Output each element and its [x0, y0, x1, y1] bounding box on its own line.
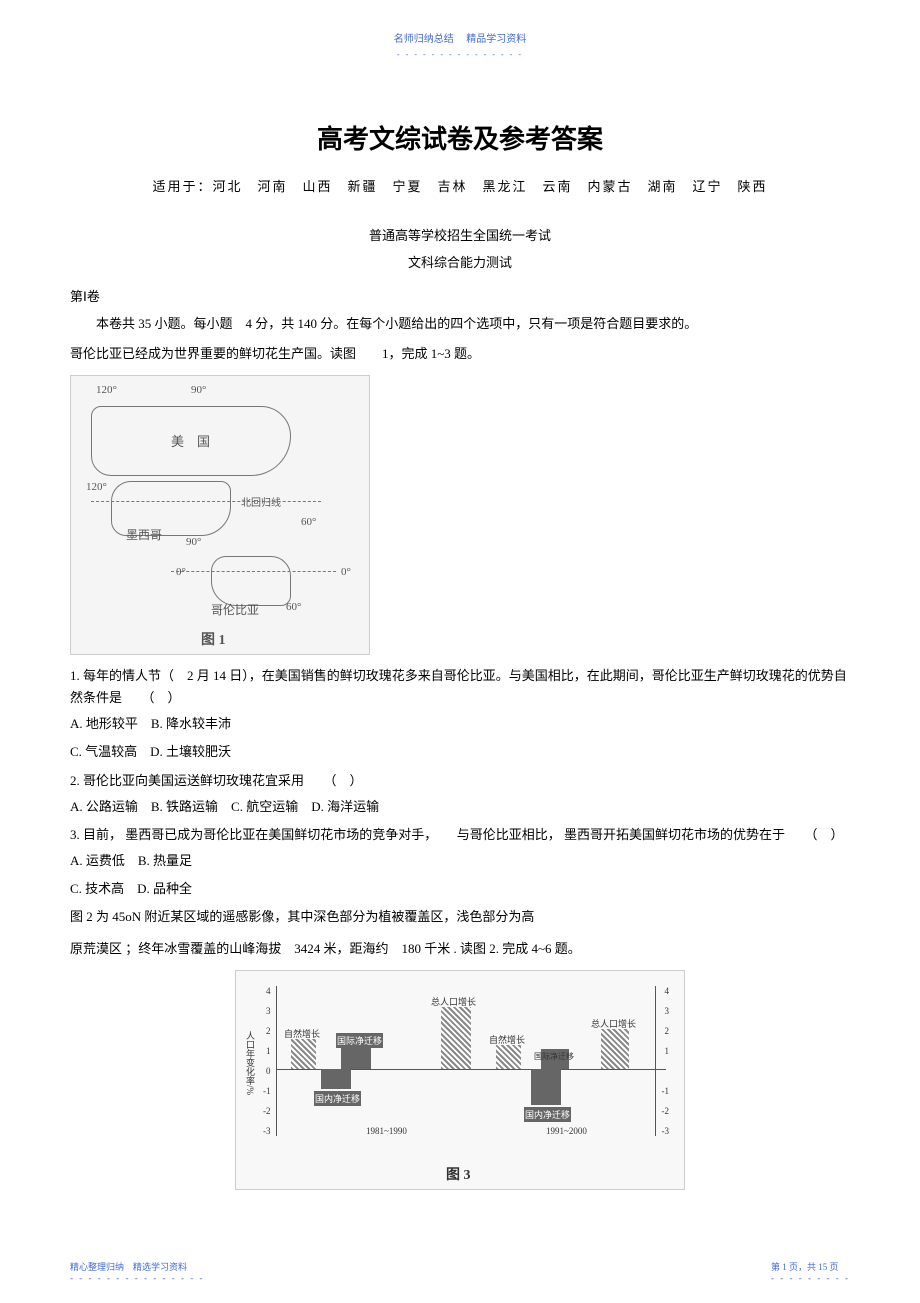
map-co-outline [211, 556, 291, 606]
q2-text: 2. 哥伦比亚向美国运送鲜切玫瑰花宜采用 （ ） [70, 770, 850, 792]
period2: 1991~2000 [546, 1126, 587, 1136]
context1: 哥伦比亚已经成为世界重要的鲜切花生产国。读图 1，完成 1~3 题。 [70, 343, 850, 365]
header-note-right: 精品学习资料 [466, 34, 526, 45]
figure2-container: 人口年变化率/% 4 3 2 1 0 -1 -2 -3 4 3 2 1 -1 -… [70, 970, 850, 1190]
footer: 精心整理归纳 精选学习资料 - - - - - - - - - - - - - … [70, 1260, 850, 1283]
y-axis-label: 人口年变化率/% [244, 1031, 257, 1095]
bar-label: 国内净迁移 [314, 1091, 361, 1106]
q1-opt-b: C. 气温较高 D. 土壤较肥沃 [70, 741, 850, 763]
ytick: -3 [263, 1126, 271, 1136]
ytick-r: 1 [665, 1046, 670, 1056]
bar-label: 总人口增长 [591, 1017, 636, 1030]
lon-label: 120° [96, 384, 117, 396]
footer-right-dashes: - - - - - - - - - [771, 1273, 850, 1283]
bar-natural2 [496, 1045, 521, 1069]
q1-opt-a: A. 地形较平 B. 降水较丰沛 [70, 713, 850, 735]
figure1-map: 120° 90° 美 国 120° 北回归线 墨西哥 60° 90° 0° 0°… [70, 375, 370, 655]
bar-label: 自然增长 [489, 1033, 525, 1046]
figure1-container: 120° 90° 美 国 120° 北回归线 墨西哥 60° 90° 0° 0°… [70, 375, 850, 655]
figure2-caption: 图 3 [446, 1164, 471, 1184]
footer-right: 第 1 页，共 15 页 - - - - - - - - - [771, 1260, 850, 1283]
ytick: -1 [263, 1086, 271, 1096]
header-note-left: 名师归纳总结 [394, 34, 454, 45]
ytick: 1 [266, 1046, 271, 1056]
footer-left-main: 精心整理归纳 精选学习资料 [70, 1260, 204, 1273]
header-dashes: - - - - - - - - - - - - - - - [70, 50, 850, 59]
exam-subtitle: 文科综合能力测试 [70, 252, 850, 271]
country-co: 哥伦比亚 [211, 601, 259, 618]
bar-label: 国际净迁移 [336, 1033, 383, 1048]
ytick: -2 [263, 1106, 271, 1116]
context2: 图 2 为 45oN 附近某区域的遥感影像，其中深色部分为植被覆盖区，浅色部分为… [70, 906, 850, 928]
ytick: 3 [266, 1006, 271, 1016]
ytick: 4 [266, 986, 271, 996]
bar-label: 国际净迁移 [534, 1051, 574, 1062]
q3-opt-b: C. 技术高 D. 品种全 [70, 878, 850, 900]
context3: 原荒漠区 ；终年冰雪覆盖的山峰海拔 3424 米，距海约 180 千米 . 读图… [70, 938, 850, 960]
bar-intl1 [341, 1045, 371, 1069]
ytick-r: 3 [665, 1006, 670, 1016]
page-title: 高考文综试卷及参考答案 [70, 119, 850, 156]
subtitle: 适用于：河北 河南 山西 新疆 宁夏 吉林 黑龙江 云南 内蒙古 湖南 辽宁 陕… [70, 176, 850, 195]
lat-label: 0° [176, 566, 186, 578]
section-label: 第Ⅰ卷 [70, 286, 850, 305]
bar-total2 [601, 1029, 629, 1069]
ytick: 0 [266, 1066, 271, 1076]
bar-label: 国内净迁移 [524, 1107, 571, 1122]
lon-label: 90° [191, 384, 206, 396]
header-note: 名师归纳总结 精品学习资料 [70, 30, 850, 45]
axis-line-v [276, 986, 277, 1136]
ytick-r: -3 [662, 1126, 670, 1136]
footer-right-main: 第 1 页，共 15 页 [771, 1260, 850, 1273]
bar-natural1 [291, 1039, 316, 1069]
lat-label: 0° [341, 566, 351, 578]
instruction: 本卷共 35 小题。每小题 4 分，共 140 分。在每个小题给出的四个选项中，… [70, 313, 850, 335]
q1-text: 1. 每年的情人节（ 2 月 14 日），在美国销售的鲜切玫瑰花多来自哥伦比亚。… [70, 665, 850, 709]
ytick-r: 4 [665, 986, 670, 996]
lon-label: 60° [301, 516, 316, 528]
lon-label: 90° [186, 536, 201, 548]
footer-left-dashes: - - - - - - - - - - - - - - - [70, 1273, 204, 1283]
ytick-r: 2 [665, 1026, 670, 1036]
q2-opt: A. 公路运输 B. 铁路运输 C. 航空运输 D. 海洋运输 [70, 796, 850, 818]
axis-line-v2 [655, 986, 656, 1136]
ytick-r: -1 [662, 1086, 670, 1096]
figure2-chart: 人口年变化率/% 4 3 2 1 0 -1 -2 -3 4 3 2 1 -1 -… [235, 970, 685, 1190]
lon-label: 60° [286, 601, 301, 613]
bar-total1 [441, 1007, 471, 1069]
lon-label: 120° [86, 481, 107, 493]
ytick-r: -2 [662, 1106, 670, 1116]
q3-opt-a: A. 运费低 B. 热量足 [70, 850, 850, 872]
country-mx: 墨西哥 [126, 526, 162, 543]
footer-left: 精心整理归纳 精选学习资料 - - - - - - - - - - - - - … [70, 1260, 204, 1283]
country-us: 美 国 [171, 431, 210, 450]
bar-domestic2 [531, 1069, 561, 1105]
period1: 1981~1990 [366, 1126, 407, 1136]
exam-title: 普通高等学校招生全国统一考试 [70, 225, 850, 244]
q3-text: 3. 目前， 墨西哥已成为哥伦比亚在美国鲜切花市场的竞争对手， 与哥伦比亚相比，… [70, 824, 850, 846]
bar-label: 总人口增长 [431, 995, 476, 1008]
ytick: 2 [266, 1026, 271, 1036]
figure1-caption: 图 1 [201, 629, 226, 649]
bar-label: 自然增长 [284, 1027, 320, 1040]
bar-domestic1 [321, 1069, 351, 1089]
